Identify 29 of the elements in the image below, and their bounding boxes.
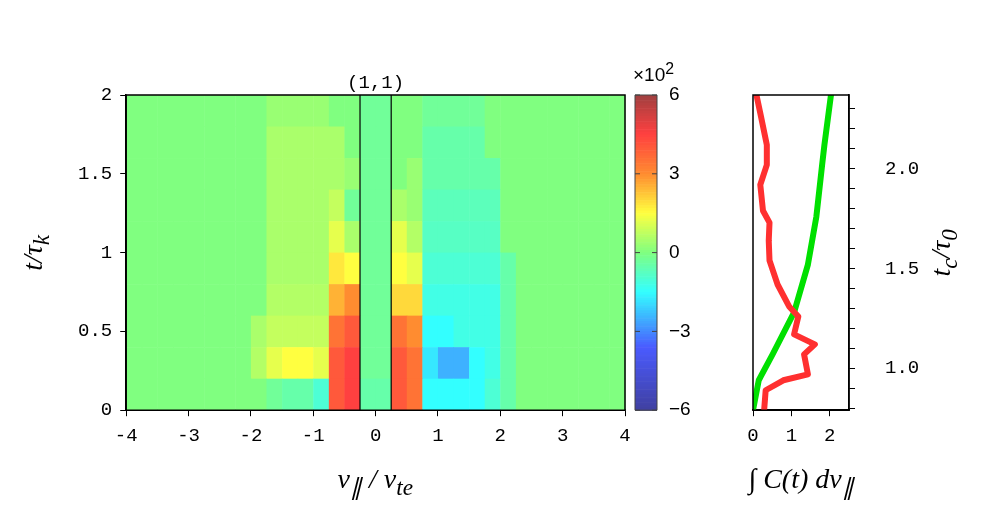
color-bar-label: −3: [669, 319, 691, 341]
y2-tick-label: 1.5: [885, 257, 920, 280]
y2-tick-label: 1.0: [885, 357, 920, 380]
x-tick-label: 0: [747, 424, 759, 447]
x-tick-label: 1: [785, 424, 798, 447]
y-tick-label: 0.5: [77, 320, 113, 343]
y2-tick-label: 2.0: [885, 157, 920, 180]
y-tick-label: 1: [100, 241, 113, 264]
x-tick-label: -1: [301, 424, 325, 447]
text: (1,1): [347, 72, 405, 94]
x-tick-label: 2: [824, 424, 836, 447]
x-tick-label: 4: [619, 424, 631, 447]
color-bar-label: 3: [669, 162, 680, 184]
color-bar-title: ×10$^{2}$: [633, 60, 675, 86]
color-bar-label: 6: [669, 83, 680, 105]
color-bar-label: −6: [669, 398, 691, 420]
x-tick-label: 1: [432, 424, 444, 447]
x-tick-label: -2: [239, 424, 263, 447]
x-axis-title: ∫ C(t) dv$_{∥}$: [748, 463, 854, 501]
x-tick-label: -4: [114, 424, 138, 447]
x-axis-title: v$_{∥}$ / v$_{te}$: [337, 463, 414, 501]
y-tick-label: 1.5: [77, 162, 113, 185]
x-tick-label: 0: [369, 424, 382, 447]
color-bar-label: 0: [669, 240, 680, 262]
x-tick-label: 2: [494, 424, 506, 447]
y-tick-label: 2: [100, 84, 113, 107]
x-tick-label: -3: [177, 424, 200, 447]
y-tick-label: 0: [100, 399, 113, 422]
x-tick-label: 3: [556, 424, 569, 447]
